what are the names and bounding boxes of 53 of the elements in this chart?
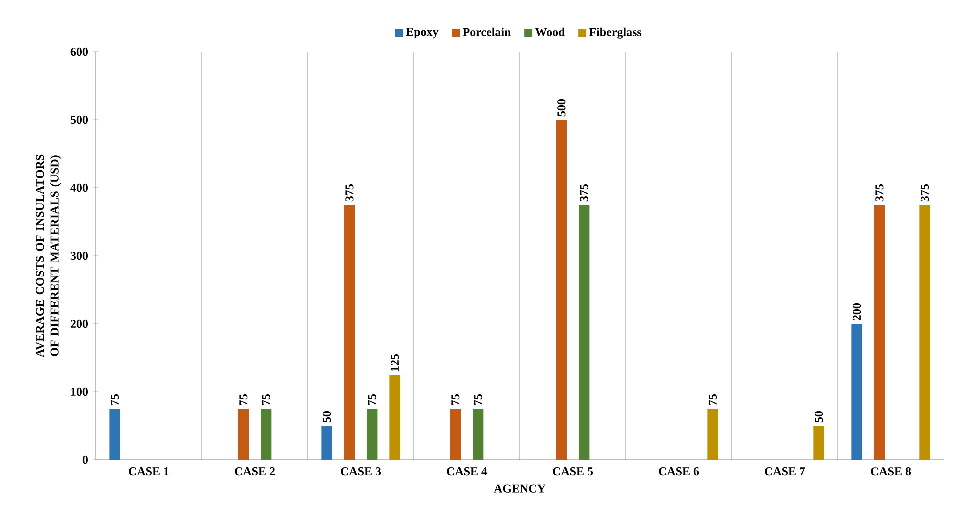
bar xyxy=(110,408,120,460)
y-tick-label: 100 xyxy=(71,388,88,396)
bar xyxy=(556,120,567,460)
bar xyxy=(390,374,400,460)
bar xyxy=(814,426,824,460)
data-label: 125 xyxy=(390,354,400,372)
y-tick-label: 300 xyxy=(70,252,88,260)
bar xyxy=(450,408,462,460)
legend-label: Epoxy xyxy=(406,28,439,39)
y-tick-label: 0 xyxy=(82,456,88,464)
data-label: 75 xyxy=(709,394,717,406)
x-tick-label: CASE 4 xyxy=(447,468,488,476)
y-tick-label: 500 xyxy=(70,116,88,124)
bar xyxy=(473,408,484,460)
data-label: 375 xyxy=(346,184,354,202)
x-tick-label: CASE 6 xyxy=(659,468,700,476)
bar xyxy=(920,204,930,460)
x-tick-label: CASE 1 xyxy=(129,468,169,476)
bar xyxy=(367,408,378,460)
data-label: 75 xyxy=(240,394,248,406)
bar xyxy=(344,204,356,460)
data-label: 200 xyxy=(852,304,862,321)
x-tick-label: CASE 7 xyxy=(765,468,806,476)
data-label: 75 xyxy=(262,394,270,406)
bar xyxy=(874,204,885,460)
bar xyxy=(852,324,862,460)
data-label: 75 xyxy=(474,394,482,406)
legend-label: Wood xyxy=(535,28,566,36)
data-label: 75 xyxy=(452,394,460,406)
bar xyxy=(322,426,332,460)
x-tick-label: CASE 5 xyxy=(553,468,594,476)
x-tick-label: CASE 3 xyxy=(341,468,382,476)
data-label: 375 xyxy=(580,184,588,202)
x-axis-title: AGENCY xyxy=(494,484,546,493)
y-tick-label: 200 xyxy=(70,320,88,328)
x-tick-label: CASE 8 xyxy=(871,468,912,476)
bar xyxy=(238,408,250,460)
data-label: 75 xyxy=(111,394,120,406)
y-tick-label: 400 xyxy=(70,184,88,192)
legend-label: Fiberglass xyxy=(589,28,642,39)
bar xyxy=(708,408,718,460)
data-label: 75 xyxy=(368,394,376,406)
y-axis-title: AVERAGE COSTS OF INSULATORS OF DIFFERENT MATERIALS (USD) xyxy=(36,154,62,358)
x-tick-label: CASE 2 xyxy=(235,468,275,476)
data-label: 50 xyxy=(322,412,332,423)
bar xyxy=(261,408,272,460)
data-label: 375 xyxy=(876,184,884,202)
y-tick-label: 600 xyxy=(70,48,88,56)
data-label: 500 xyxy=(558,100,566,117)
data-label: 375 xyxy=(920,184,930,202)
bar xyxy=(579,204,590,460)
data-label: 50 xyxy=(814,412,824,423)
legend-label: Porcelain xyxy=(462,28,512,36)
